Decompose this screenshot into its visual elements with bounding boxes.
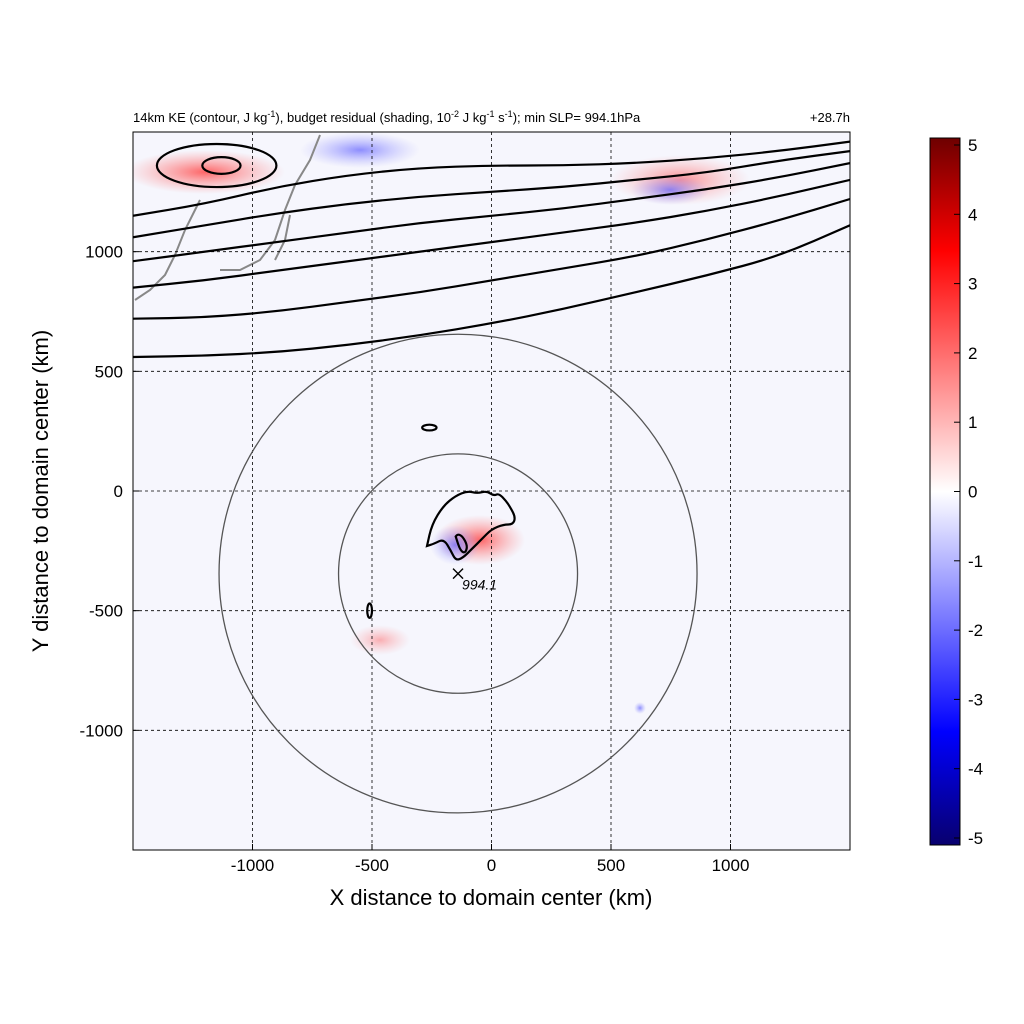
shading-storm-blue	[430, 525, 480, 565]
y-axis-label: Y distance to domain center (km)	[28, 330, 53, 652]
y-tick-label-1: -500	[89, 602, 123, 621]
ke-contour-closed-0	[155, 142, 278, 189]
colorbar-tick-label-5: 0	[968, 483, 977, 502]
chart-title: 14km KE (contour, J kg-1), budget residu…	[133, 109, 641, 125]
colorbar-tick-label-0: 5	[968, 136, 977, 155]
x-tick-label-3: 500	[597, 856, 625, 875]
ke-contour-closed-1	[201, 156, 242, 175]
shading-blue-north	[300, 132, 420, 168]
ke-contour-closed-3	[366, 602, 374, 619]
shading-south-red	[350, 625, 410, 655]
colorbar-tick-label-7: -2	[968, 621, 983, 640]
storm-center-marker: 994.1	[452, 568, 497, 593]
colorbar-tick-label-1: 4	[968, 205, 977, 224]
colorbar-tick-label-3: 2	[968, 344, 977, 363]
x-tick-label-0: -1000	[231, 856, 274, 875]
y-tick-label-4: 1000	[85, 243, 123, 262]
plot-background	[133, 132, 850, 850]
range-ring-1000km	[218, 333, 698, 814]
ke-contour-storm	[425, 490, 516, 561]
range-ring-500km	[337, 453, 579, 694]
colorbar-tick-label-2: 3	[968, 275, 977, 294]
range-rings	[218, 333, 698, 814]
ke-contour-line-1	[133, 197, 850, 320]
colorbar-tick-label-6: -1	[968, 552, 983, 571]
ke-contour-line-3	[133, 162, 850, 263]
ke-contour-closed-2	[421, 423, 438, 432]
colorbar-tick-label-8: -3	[968, 690, 983, 709]
ke-contours	[133, 140, 850, 619]
x-axis-label: X distance to domain center (km)	[330, 885, 653, 910]
colorbar-tick-label-10: -5	[968, 829, 983, 848]
y-tick-label-3: 500	[95, 362, 123, 381]
x-axis: -1000 -500 0 500 1000	[231, 844, 750, 875]
y-tick-label-2: 0	[114, 482, 123, 501]
y-axis: -1000 -500 0 500 1000	[80, 243, 139, 740]
x-tick-label-1: -500	[355, 856, 389, 875]
coastline-japan	[220, 134, 321, 271]
ke-contour-line-2	[133, 178, 850, 289]
plot-area: 994.1	[133, 132, 850, 850]
shading-blue-spot	[634, 702, 646, 714]
colorbar: 5 4 3 2 1 0 -1 -2 -3 -4 -5	[929, 136, 983, 848]
x-tick-label-2: 0	[487, 856, 496, 875]
ke-contour-line-0	[133, 224, 850, 359]
coastline-korea	[134, 199, 201, 301]
ke-contour-storm-inner	[454, 533, 468, 554]
storm-center-slp-label: 994.1	[462, 577, 497, 593]
storm-center-cross-b	[452, 568, 464, 580]
y-tick-label-0: -1000	[80, 721, 123, 740]
colorbar-ticks: 5 4 3 2 1 0 -1 -2 -3 -4 -5	[954, 136, 983, 848]
ke-contour-line-4	[133, 150, 850, 239]
ke-contour-line-5	[133, 140, 850, 217]
colorbar-tick-label-9: -4	[968, 760, 983, 779]
colorbar-tick-label-4: 1	[968, 413, 977, 432]
x-tick-label-4: 1000	[712, 856, 750, 875]
time-label: +28.7h	[810, 110, 850, 125]
residual-shading	[133, 132, 750, 714]
